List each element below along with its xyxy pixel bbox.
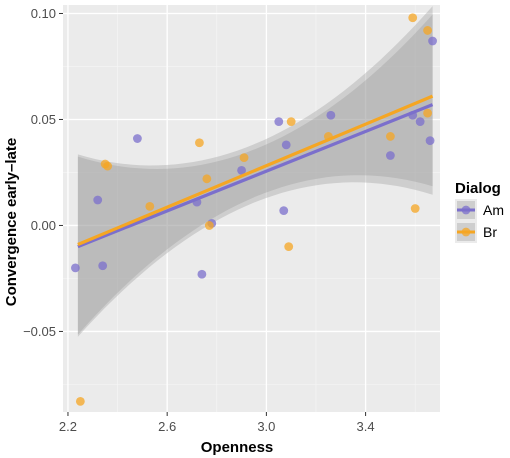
legend-label-am: Am [483, 202, 504, 218]
point-am [425, 136, 435, 146]
y-tick-label: 0.05 [31, 112, 56, 127]
minor-gridlines [63, 5, 440, 412]
y-axis-title: Convergence early–late [3, 138, 20, 306]
x-tick-label: 2.6 [158, 419, 176, 434]
point-am [133, 134, 142, 143]
point-br [385, 132, 395, 141]
point-br [408, 13, 418, 23]
plot-panel [63, 5, 440, 412]
point-br [410, 204, 420, 213]
legend: Dialog Am Br [455, 180, 504, 243]
point-am [415, 117, 425, 126]
point-br [103, 161, 113, 171]
y-tick-label: 0.10 [31, 6, 56, 21]
point-br [284, 242, 294, 252]
point-am [279, 206, 289, 216]
point-br [204, 221, 214, 230]
point-br [423, 26, 432, 35]
legend-label-br: Br [483, 224, 497, 240]
point-br [202, 174, 212, 184]
y-tick-label: −0.05 [23, 324, 56, 339]
point-br [239, 153, 249, 163]
point-br [423, 108, 432, 118]
y-axis-ticks: −0.05 0.00 0.05 0.10 [23, 6, 63, 339]
x-tick-label: 3.0 [257, 419, 275, 434]
point-am [237, 165, 246, 175]
point-am [93, 195, 103, 205]
point-br [195, 138, 204, 148]
legend-key-point [461, 227, 471, 237]
fit-line-am [77, 103, 434, 249]
point-am [197, 269, 207, 279]
point-am [98, 261, 108, 271]
point-br [286, 117, 296, 126]
fit-line-br [77, 94, 434, 247]
y-tick-label: 0.00 [31, 218, 56, 233]
point-br [75, 397, 85, 406]
point-am [281, 140, 291, 150]
data-points [71, 13, 437, 406]
point-am [428, 36, 437, 46]
x-axis-title: Openness [201, 439, 274, 456]
legend-title: Dialog [455, 180, 501, 197]
point-am [385, 151, 395, 160]
x-axis-ticks: 2.2 2.6 3.0 3.4 [59, 412, 375, 434]
regression-lines [77, 94, 434, 249]
x-tick-label: 2.2 [59, 419, 77, 434]
legend-key-point [461, 205, 471, 215]
point-br [145, 201, 155, 211]
x-tick-label: 3.4 [357, 419, 375, 434]
point-am [274, 117, 284, 126]
point-am [71, 263, 80, 273]
point-am [326, 110, 336, 120]
